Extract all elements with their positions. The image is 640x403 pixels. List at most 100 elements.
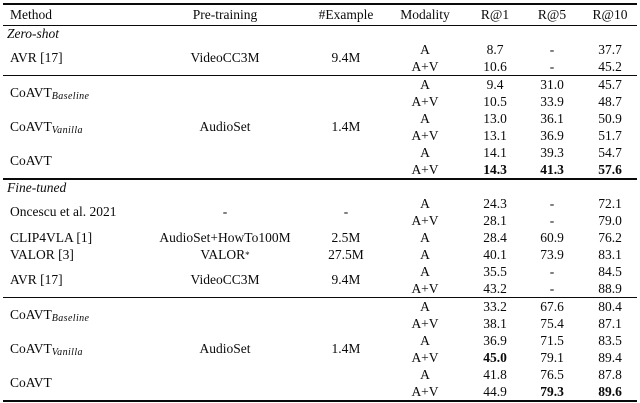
r1-cell: 13.0 bbox=[483, 110, 507, 126]
top-rule bbox=[3, 3, 637, 5]
modality-cell: A+V bbox=[411, 349, 439, 365]
r1-cell: 40.1 bbox=[483, 246, 507, 262]
method-cell: Oncescu et al. 2021 bbox=[0, 195, 142, 229]
modality-cell: A bbox=[420, 41, 430, 57]
method-name: CoAVT bbox=[10, 85, 52, 101]
examples-cell: 27.5M bbox=[328, 246, 364, 262]
r10-cell: 83.5 bbox=[598, 332, 622, 348]
modality-cell: A bbox=[420, 298, 430, 314]
section-label: Fine-tuned bbox=[7, 179, 67, 195]
r1-cell: 43.2 bbox=[483, 280, 507, 296]
examples-cell: 9.4M bbox=[331, 272, 361, 288]
column-header-pretraining: Pre-training bbox=[192, 7, 258, 23]
r5-cell: - bbox=[549, 41, 555, 57]
r1-cell: 9.4 bbox=[486, 76, 504, 92]
r5-cell: 79.1 bbox=[540, 349, 564, 365]
r1-cell: 10.6 bbox=[483, 58, 507, 74]
column-header-r1: R@1 bbox=[480, 7, 510, 23]
r10-cell: 84.5 bbox=[598, 263, 622, 279]
section-zero-shot: Zero-shot AVR [17] VideoCC3M 9.4M A 8.7 - 37.7… bbox=[0, 26, 640, 178]
method-cell: CoAVT Vanilla bbox=[0, 332, 142, 366]
r10-cell: 89.6 bbox=[598, 383, 622, 399]
r1-cell: 8.7 bbox=[486, 41, 504, 57]
modality-cell: A bbox=[420, 366, 430, 382]
r10-cell: 88.9 bbox=[598, 280, 622, 296]
r5-cell: 79.3 bbox=[540, 383, 564, 399]
r5-cell: - bbox=[549, 263, 555, 279]
method-subscript: Vanilla bbox=[51, 347, 83, 358]
method-name: CoAVT bbox=[10, 307, 52, 323]
method-name: AVR [17] bbox=[10, 50, 63, 66]
section-label: Zero-shot bbox=[7, 25, 60, 41]
modality-cell: A bbox=[420, 110, 430, 126]
section-body: Oncescu et al. 2021- - A 24.3-72.1 A+V 28.1-7… bbox=[0, 195, 640, 400]
method-name: CoAVT bbox=[10, 375, 52, 391]
examples-cell: 9.4M bbox=[331, 50, 361, 66]
pretraining-cell: - bbox=[222, 204, 228, 220]
header-rule bbox=[3, 25, 637, 26]
modality-cell: A bbox=[420, 195, 430, 211]
r5-cell: - bbox=[549, 212, 555, 228]
examples-cell: 1.4M bbox=[331, 341, 361, 357]
method-name: CoAVT bbox=[10, 341, 52, 357]
r1-cell: 41.8 bbox=[483, 366, 507, 382]
r5-cell: 71.5 bbox=[540, 332, 564, 348]
bottom-rule bbox=[3, 400, 637, 402]
pretraining-cell: VideoCC3M bbox=[190, 272, 260, 288]
examples-cell: - bbox=[343, 204, 349, 220]
r1-cell: 14.1 bbox=[483, 144, 507, 160]
column-header-r5: R@5 bbox=[537, 7, 567, 23]
r5-cell: 31.0 bbox=[540, 76, 564, 92]
method-name: CoAVT bbox=[10, 153, 52, 169]
r5-cell: 75.4 bbox=[540, 315, 564, 331]
r1-cell: 44.9 bbox=[483, 383, 507, 399]
r5-cell: - bbox=[549, 58, 555, 74]
section-fine-tuned: Fine-tuned Oncescu et al. 2021- - A 24.3-72… bbox=[0, 180, 640, 400]
r1-cell: 10.5 bbox=[483, 93, 507, 109]
r10-cell: 51.7 bbox=[598, 127, 622, 143]
column-header-r10: R@10 bbox=[592, 7, 628, 23]
r10-cell: 45.2 bbox=[598, 58, 622, 74]
r5-cell: 39.3 bbox=[540, 144, 564, 160]
r10-cell: 57.6 bbox=[598, 161, 622, 177]
method-name: VALOR [3] bbox=[10, 246, 74, 262]
table-block: CoAVT Baseline A 9.4 31.0 45.7 A+V 10.5 33.9 48.7… bbox=[0, 76, 640, 178]
method-name: AVR [17] bbox=[10, 272, 63, 288]
method-cell: AVR [17] bbox=[0, 41, 142, 75]
modality-cell: A bbox=[420, 76, 430, 92]
r1-cell: 36.9 bbox=[483, 332, 507, 348]
modality-cell: A+V bbox=[411, 383, 439, 399]
modality-cell: A bbox=[420, 332, 430, 348]
method-subscript: Vanilla bbox=[51, 125, 83, 136]
modality-cell: A bbox=[420, 144, 430, 160]
modality-cell: A+V bbox=[411, 161, 439, 177]
modality-cell: A bbox=[420, 246, 430, 262]
r10-cell: 80.4 bbox=[598, 298, 622, 314]
modality-cell: A+V bbox=[411, 280, 439, 296]
r1-cell: 28.1 bbox=[483, 212, 507, 228]
section-body: AVR [17] VideoCC3M 9.4M A 8.7 - 37.7 A+V 10.6 - 45… bbox=[0, 41, 640, 178]
table-block: CoAVT Baseline A 33.2 67.6 80.4 A+V 38.1 75.4 87.… bbox=[0, 298, 640, 400]
method-name: Oncescu et al. 2021 bbox=[10, 204, 117, 220]
pretraining-cell: VideoCC3M bbox=[190, 50, 260, 66]
r10-cell: 89.4 bbox=[598, 349, 622, 365]
r5-cell: 36.9 bbox=[540, 127, 564, 143]
r10-cell: 50.9 bbox=[598, 110, 622, 126]
r10-cell: 48.7 bbox=[598, 93, 622, 109]
column-header-example: #Example bbox=[318, 7, 374, 23]
method-cell: CoAVT Vanilla bbox=[0, 110, 142, 144]
method-cell: AVR [17] bbox=[0, 263, 142, 297]
examples-cell: 2.5M bbox=[331, 229, 361, 245]
r1-cell: 45.0 bbox=[483, 349, 507, 365]
method-name: CLIP4VLA [1] bbox=[10, 229, 93, 245]
r1-cell: 24.3 bbox=[483, 195, 507, 211]
modality-cell: A+V bbox=[411, 315, 439, 331]
r1-cell: 14.3 bbox=[483, 161, 507, 177]
column-header-method: Method bbox=[10, 7, 52, 23]
table-block: AVR [17] VideoCC3M 9.4M A 8.7 - 37.7 A+V 10.6 - 45… bbox=[0, 41, 640, 75]
method-name: CoAVT bbox=[10, 119, 52, 135]
column-header-modality: Modality bbox=[400, 7, 450, 23]
method-cell: CoAVT bbox=[0, 144, 142, 178]
r10-cell: 79.0 bbox=[598, 212, 622, 228]
r5-cell: 41.3 bbox=[540, 161, 564, 177]
